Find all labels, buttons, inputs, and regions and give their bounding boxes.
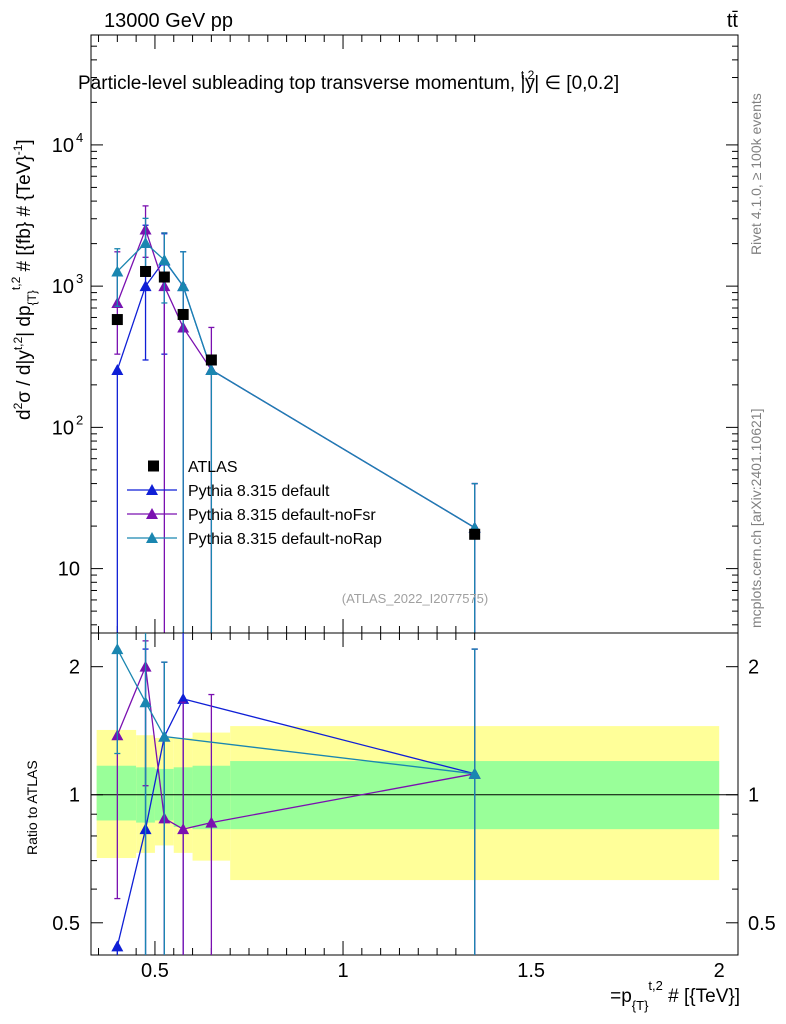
ratio-noFsr-line	[116, 664, 475, 830]
ratio-y-tick-label-left-0: 0.5	[52, 913, 80, 935]
ratio-noRap-point-2	[158, 730, 171, 742]
y-tick-sup-top-2: 3	[76, 271, 83, 286]
ylabel-ratio: Ratio to ATLAS	[24, 760, 40, 855]
xlabel: =p{T}t,2 # [{TeV}]	[610, 978, 740, 1013]
ratio-y-tick-label-right-1: 1	[748, 785, 759, 807]
legend-marker-noRap	[146, 532, 158, 543]
main-default-point-1	[139, 280, 152, 292]
uncertainty-band-inner-0	[96, 765, 137, 821]
ratio-frame	[90, 632, 739, 956]
rivet-label: Rivet 4.1.0, ≥ 100k events	[748, 93, 764, 255]
main-atlas-point-0	[111, 314, 123, 326]
y-tick-label-top-3: 10	[52, 135, 74, 157]
ratio-default-point-3	[177, 692, 190, 704]
x-tick-label-0: 0.5	[141, 960, 169, 982]
main-atlas-point-4	[205, 354, 217, 366]
y-tick-label-top-0: 10	[58, 559, 80, 581]
analysis-watermark: (ATLAS_2022_I2077575)	[342, 591, 488, 606]
x-tick-label-1: 1	[337, 960, 348, 982]
ratio-noFsr-point-3	[177, 823, 190, 835]
title-sup: t,2	[521, 68, 535, 82]
plot-title: Particle-level subleading top transverse…	[78, 68, 619, 94]
legend-label-default: Pythia 8.315 default	[188, 483, 330, 500]
main-atlas-point-5	[469, 528, 481, 540]
main-noRap-point-4	[205, 363, 218, 375]
y-tick-label-top-1: 10	[52, 417, 74, 439]
main-noRap-point-1	[139, 237, 152, 249]
title-y: y	[525, 73, 535, 94]
x-tick-label-3: 2	[714, 960, 725, 982]
ratio-y-tick-label-left-1: 1	[69, 785, 80, 807]
y-tick-label-top-2: 10	[52, 276, 74, 298]
main-noRap-point-0	[111, 265, 124, 277]
process-label: tt̄	[727, 10, 739, 32]
legend-label-ATLAS: ATLAS	[188, 459, 238, 476]
ratio-noFsr-point-4	[205, 816, 218, 828]
main-atlas-point-1	[140, 265, 152, 277]
ratio-noRap-line	[116, 648, 475, 775]
title-main: Particle-level subleading top transverse…	[78, 73, 525, 94]
y-tick-sup-top-1: 2	[76, 412, 83, 427]
legend-marker-noFsr	[146, 508, 158, 519]
ratio-default-point-0	[111, 940, 124, 952]
energy-label: 13000 GeV pp	[104, 10, 233, 32]
legend-label-noRap: Pythia 8.315 default-noRap	[188, 531, 382, 548]
x-tick-label-2: 1.5	[517, 960, 545, 982]
main-noRap-point-3	[177, 280, 190, 292]
main-atlas-point-3	[177, 308, 189, 320]
ratio-noRap-point-0	[111, 643, 124, 655]
ratio-y-tick-label-right-2: 2	[748, 657, 759, 679]
legend-label-noFsr: Pythia 8.315 default-noFsr	[188, 507, 376, 524]
ratio-noRap-point-1	[139, 696, 152, 708]
ratio-y-tick-label-right-0: 0.5	[748, 913, 776, 935]
title-tail: | ∈ [0,0.2]	[534, 73, 619, 94]
main-noRap-point-2	[158, 254, 171, 266]
main-default-point-0	[111, 363, 124, 375]
main-atlas-point-2	[158, 271, 170, 283]
ratio-plot-panel: 0.5 0.5 1 1 2 2 0.5 1 1.5 2	[52, 632, 776, 982]
legend-marker-atlas	[148, 460, 159, 472]
ylabel-top: d2σ / d|yt,2| dp{T}t,2 # [{fb} # {TeV}-1…	[9, 139, 39, 420]
ratio-noRap-point-3	[468, 767, 481, 779]
source-label: mcplots.cern.ch [arXiv:2401.10621]	[748, 409, 764, 628]
legend-marker-default	[146, 484, 158, 495]
ratio-y-tick-label-left-2: 2	[69, 657, 80, 679]
y-tick-sup-top-3: 4	[76, 130, 83, 145]
